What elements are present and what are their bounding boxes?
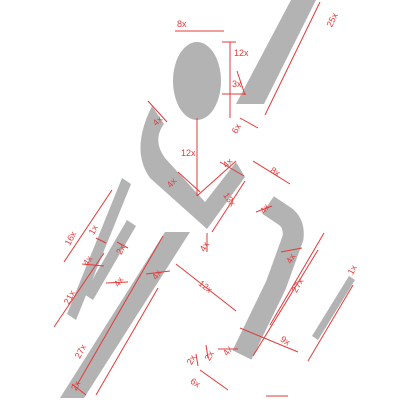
dim-chevron-depth bbox=[211, 180, 246, 233]
label-foot-gap-b: 2x bbox=[203, 349, 217, 363]
dim-right-leg-2 bbox=[307, 284, 354, 362]
dim-left-leg-b bbox=[145, 270, 171, 275]
dim-head-gap bbox=[236, 70, 246, 96]
arm-stripe-shape bbox=[236, 0, 316, 104]
label-head-height: 12x bbox=[234, 48, 249, 58]
dim-left-leg bbox=[76, 235, 164, 386]
dim-foot-gap-a bbox=[195, 353, 199, 367]
dimension-labels: 8x 12x 3x 25x 6x 4x 12x 4x 4x 13x 8x 4x … bbox=[62, 11, 359, 392]
dimension-lines bbox=[53, 1, 354, 397]
label-head-gap: 3x bbox=[232, 79, 242, 89]
runner-figure bbox=[60, 0, 355, 398]
label-arm-gap: 6x bbox=[230, 122, 244, 136]
dim-left-arm-gap bbox=[95, 237, 107, 244]
dim-foot-length bbox=[199, 369, 229, 391]
dim-hip-span bbox=[175, 263, 237, 312]
dim-hook-inner bbox=[280, 247, 303, 253]
torso-chevron-shape bbox=[140, 106, 245, 229]
left-leg-stripe-shape bbox=[84, 220, 136, 300]
label-left-leg-width-a: 4x bbox=[112, 275, 126, 289]
label-right-leg-length: 27x bbox=[290, 276, 306, 294]
label-knee-offset: 9x bbox=[279, 334, 293, 348]
right-leg-hook-shape bbox=[232, 196, 304, 360]
dim-arm-length bbox=[264, 1, 321, 116]
label-torso-offset: 8x bbox=[269, 165, 283, 179]
left-foot-stripe-shape bbox=[60, 232, 190, 398]
label-knee-width: 4x bbox=[221, 344, 235, 358]
label-arm-length: 25x bbox=[325, 11, 341, 29]
dim-arm-gap bbox=[239, 117, 259, 129]
dim-torso-offset bbox=[252, 160, 291, 185]
dim-left-gap-2x bbox=[116, 241, 129, 249]
label-foot-length: 6x bbox=[189, 376, 203, 390]
dim-hook-right bbox=[269, 232, 325, 326]
dim-left-leg-a bbox=[105, 281, 129, 284]
dim-left-foot-gap bbox=[71, 383, 87, 396]
dim-chevron-left bbox=[147, 100, 168, 123]
dim-chevron-right bbox=[219, 161, 245, 177]
right-leg-stripe-shape bbox=[312, 276, 355, 340]
dim-left-leg-2 bbox=[95, 287, 159, 396]
label-neck-length: 12x bbox=[181, 148, 196, 158]
dim-left-arm-total bbox=[53, 252, 105, 328]
dim-left-arm bbox=[63, 189, 113, 263]
label-right-gap: 1x bbox=[346, 263, 360, 277]
label-torso-point: 4x bbox=[198, 240, 212, 254]
dim-left-arm-width bbox=[81, 263, 105, 267]
dim-hook-width bbox=[255, 205, 273, 213]
label-head-width: 8x bbox=[177, 19, 187, 29]
dim-chevron-inner bbox=[177, 171, 201, 193]
dim-neck-base bbox=[196, 160, 237, 197]
dim-knee-offset bbox=[239, 327, 299, 353]
dim-foot-gap-b bbox=[205, 344, 209, 359]
head-shape bbox=[173, 42, 221, 120]
